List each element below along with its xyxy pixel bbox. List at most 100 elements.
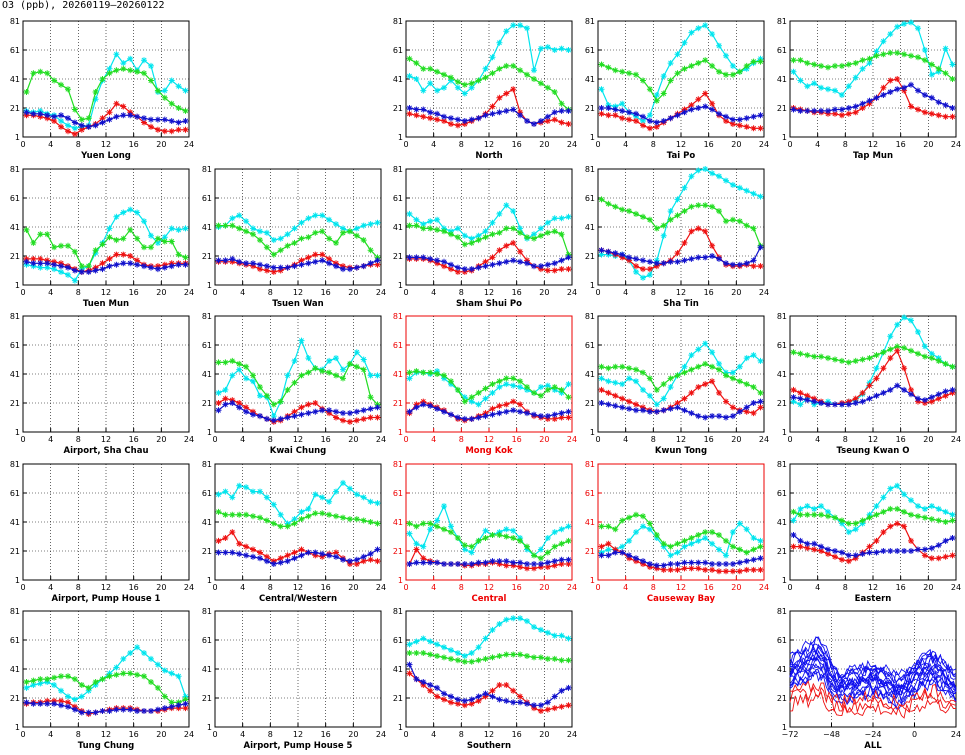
y-tick-label: 21 [585,399,595,408]
data-point [688,559,695,566]
data-point [908,52,914,59]
data-point [894,505,901,512]
data-point [374,261,381,268]
x-tick-label: 0 [212,583,217,592]
data-point [113,261,120,268]
data-point [461,232,468,239]
data-point [811,505,818,512]
data-point [291,379,298,386]
data-point [531,121,537,127]
data-point [168,703,175,710]
data-point [743,260,750,267]
data-point [531,235,537,242]
data-point [37,676,44,683]
data-point [681,565,688,572]
data-point [695,559,702,566]
data-point [250,225,256,232]
station-label: Tung Chung [78,741,135,751]
data-point [811,80,818,87]
data-point [333,513,339,520]
data-point [154,239,161,246]
data-point [716,561,722,567]
data-point [503,682,510,688]
data-point [277,398,284,405]
x-tick-label: 12 [484,435,494,444]
data-point [51,118,58,124]
data-point [284,372,291,379]
data-point [736,378,743,385]
data-point [134,235,141,242]
data-point [236,550,243,557]
data-point [510,527,517,534]
x-tick-label: 20 [923,140,933,149]
data-point [750,546,757,553]
data-point [319,368,326,375]
data-point [729,369,736,376]
data-point [743,222,750,229]
data-point [510,615,517,622]
data-point [908,548,914,554]
data-point [23,679,30,685]
data-point [729,121,736,127]
data-point [681,559,688,566]
data-point [551,411,558,418]
data-point [182,696,189,703]
data-point [921,552,928,559]
data-point [367,247,374,254]
data-point [229,529,236,536]
data-point [489,381,496,388]
data-point [37,255,44,262]
data-point [461,702,468,709]
data-point [852,526,859,533]
data-point [482,74,489,81]
y-tick-label: 21 [10,252,20,261]
x-tick-label: 4 [623,435,628,444]
data-point [496,410,503,417]
data-point [284,558,291,565]
data-point [420,106,427,113]
x-tick-label: 24 [376,435,386,444]
data-point [702,535,709,541]
data-point [427,225,434,232]
data-point [333,372,339,379]
data-point [148,116,154,123]
data-point [489,389,496,396]
y-tick-label: 61 [202,636,212,645]
data-point [866,543,873,550]
x-tick-label: 4 [431,288,436,297]
data-point [866,55,873,62]
data-point [510,106,517,113]
data-point [723,260,729,267]
data-point [298,337,305,344]
data-point [797,107,804,114]
data-point [887,333,894,340]
data-point [716,389,722,396]
data-point [374,219,381,226]
data-point [544,113,551,120]
data-point [723,52,729,59]
data-point [660,260,667,267]
y-tick-label: 1 [782,133,787,142]
x-tick-label: 8 [76,288,81,297]
data-point [367,519,374,525]
data-point [127,55,134,62]
x-tick-label: 8 [268,435,273,444]
data-point [161,705,168,712]
data-point [832,106,838,113]
data-point [154,684,161,691]
data-point [873,537,880,544]
data-point [942,537,949,544]
data-point [85,684,92,691]
data-point [482,112,489,119]
data-point [640,523,646,530]
data-point [482,65,489,72]
data-point [263,517,270,524]
x-tick-label: 0 [595,435,600,444]
x-tick-label: 12 [676,583,686,592]
data-point [106,255,113,262]
x-tick-label: 12 [101,288,111,297]
x-tick-label: 24 [184,583,194,592]
x-tick-label: 4 [48,435,53,444]
